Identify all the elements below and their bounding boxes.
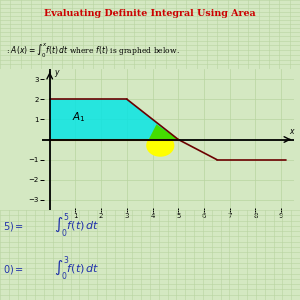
- Text: $5) =$: $5) =$: [3, 220, 24, 233]
- Polygon shape: [149, 124, 178, 140]
- Text: $A_1$: $A_1$: [72, 110, 85, 124]
- Text: $0) =$: $0) =$: [3, 263, 24, 277]
- Text: : $A(x) = \int_0^x f(t)\,dt$ where $f(t)$ is graphed below.: : $A(x) = \int_0^x f(t)\,dt$ where $f(t)…: [6, 42, 180, 60]
- Text: $\int_0^5\! f(t)\,dt$: $\int_0^5\! f(t)\,dt$: [54, 211, 99, 240]
- Text: $\int_0^3\! f(t)\,dt$: $\int_0^3\! f(t)\,dt$: [54, 254, 99, 283]
- Polygon shape: [147, 135, 174, 156]
- Polygon shape: [50, 99, 178, 140]
- Text: y: y: [54, 68, 59, 76]
- Text: Evaluating Definite Integral Using Area: Evaluating Definite Integral Using Area: [44, 9, 256, 18]
- Text: x: x: [289, 127, 294, 136]
